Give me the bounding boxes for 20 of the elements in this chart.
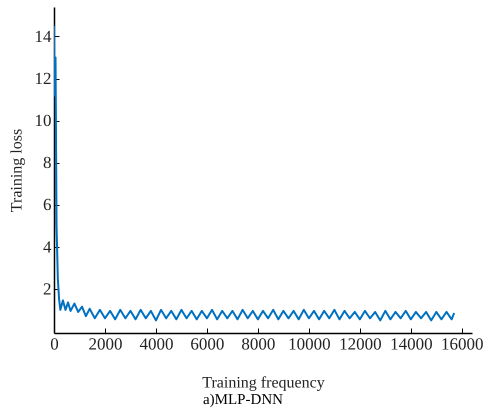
y-tick-label: 6 [43, 195, 52, 214]
y-tick-label: 12 [34, 69, 52, 88]
text: a)MLP-DNN [203, 392, 284, 408]
x-tick-label: 4000 [139, 334, 174, 354]
x-tick-label: 16000 [441, 334, 484, 354]
x-tick-label: 2000 [88, 334, 122, 354]
y-axis-title: Training loss [8, 128, 26, 212]
x-tick-label: 12000 [339, 334, 382, 354]
y-tick-label: 14 [34, 26, 52, 46]
x-tick-label: 14000 [390, 334, 433, 354]
y-tick-label: 10 [34, 111, 52, 130]
x-axis-title: Training frequency [202, 374, 325, 392]
y-tick-label: 4 [43, 237, 52, 256]
x-tick-label: 10000 [288, 334, 331, 354]
x-tick-label: 6000 [190, 334, 224, 354]
y-tick-label: 8 [43, 153, 52, 172]
y-tick-label: 2 [43, 279, 52, 298]
x-tick-label: 8000 [241, 334, 276, 354]
x-tick-label: 0 [50, 334, 59, 354]
line-series [54, 24, 456, 322]
